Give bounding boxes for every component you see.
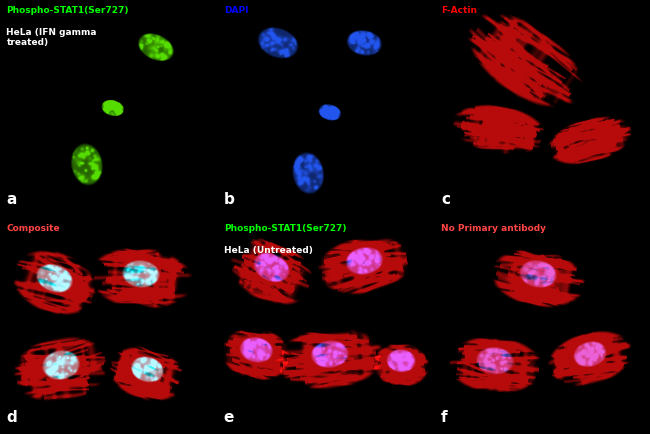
Text: b: b: [224, 193, 235, 207]
Text: F-Actin: F-Actin: [441, 7, 477, 16]
Text: a: a: [6, 193, 17, 207]
Text: No Primary antibody: No Primary antibody: [441, 224, 546, 233]
Text: HeLa (IFN gamma
treated): HeLa (IFN gamma treated): [6, 28, 97, 47]
Text: Composite: Composite: [6, 224, 60, 233]
Text: Phospho-STAT1(Ser727): Phospho-STAT1(Ser727): [224, 224, 346, 233]
Text: d: d: [6, 411, 17, 425]
Text: Phospho-STAT1(Ser727): Phospho-STAT1(Ser727): [6, 7, 129, 16]
Text: e: e: [224, 411, 234, 425]
Text: DAPI: DAPI: [224, 7, 248, 16]
Text: HeLa (Untreated): HeLa (Untreated): [224, 246, 313, 255]
Text: f: f: [441, 411, 448, 425]
Text: c: c: [441, 193, 450, 207]
